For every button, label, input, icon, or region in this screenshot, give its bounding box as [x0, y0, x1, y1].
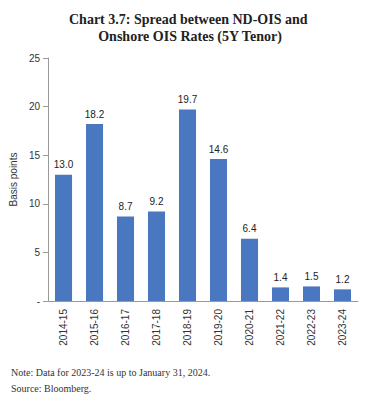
svg-text:2014-15: 2014-15	[58, 309, 69, 346]
svg-text:2015-16: 2015-16	[89, 309, 100, 346]
svg-text:1.5: 1.5	[305, 271, 319, 282]
svg-text:2017-18: 2017-18	[151, 309, 162, 346]
svg-text:6.4: 6.4	[243, 223, 257, 234]
svg-text:2020-21: 2020-21	[244, 309, 255, 346]
svg-text:25: 25	[29, 53, 41, 64]
svg-text:2019-20: 2019-20	[213, 309, 224, 346]
svg-text:14.6: 14.6	[209, 144, 229, 155]
svg-text:2023-24: 2023-24	[337, 309, 348, 346]
svg-text:19.7: 19.7	[178, 94, 198, 105]
svg-text:10: 10	[29, 198, 41, 209]
svg-text:15: 15	[29, 150, 41, 161]
svg-text:18.2: 18.2	[85, 109, 105, 120]
svg-text:13.0: 13.0	[54, 159, 74, 170]
svg-text:Basis points: Basis points	[8, 153, 19, 207]
svg-text:Note: Data for 2023-24 is up t: Note: Data for 2023-24 is up to January …	[11, 367, 210, 378]
svg-text:Onshore OIS Rates (5Y Tenor): Onshore OIS Rates (5Y Tenor)	[98, 29, 282, 45]
svg-text:2022-23: 2022-23	[306, 309, 317, 346]
svg-text:8.7: 8.7	[119, 201, 133, 212]
svg-text:2016-17: 2016-17	[120, 309, 131, 346]
svg-text:-: -	[37, 296, 40, 307]
svg-text:2021-22: 2021-22	[275, 309, 286, 346]
svg-text:20: 20	[29, 101, 41, 112]
svg-text:Chart 3.7: Spread between ND-O: Chart 3.7: Spread between ND-OIS and	[69, 12, 311, 27]
svg-text:9.2: 9.2	[150, 196, 164, 207]
svg-text:1.4: 1.4	[274, 272, 288, 283]
svg-text:2018-19: 2018-19	[182, 309, 193, 346]
svg-text:5: 5	[34, 247, 40, 258]
svg-text:Source: Bloomberg.: Source: Bloomberg.	[11, 383, 91, 394]
svg-text:1.2: 1.2	[336, 274, 350, 285]
